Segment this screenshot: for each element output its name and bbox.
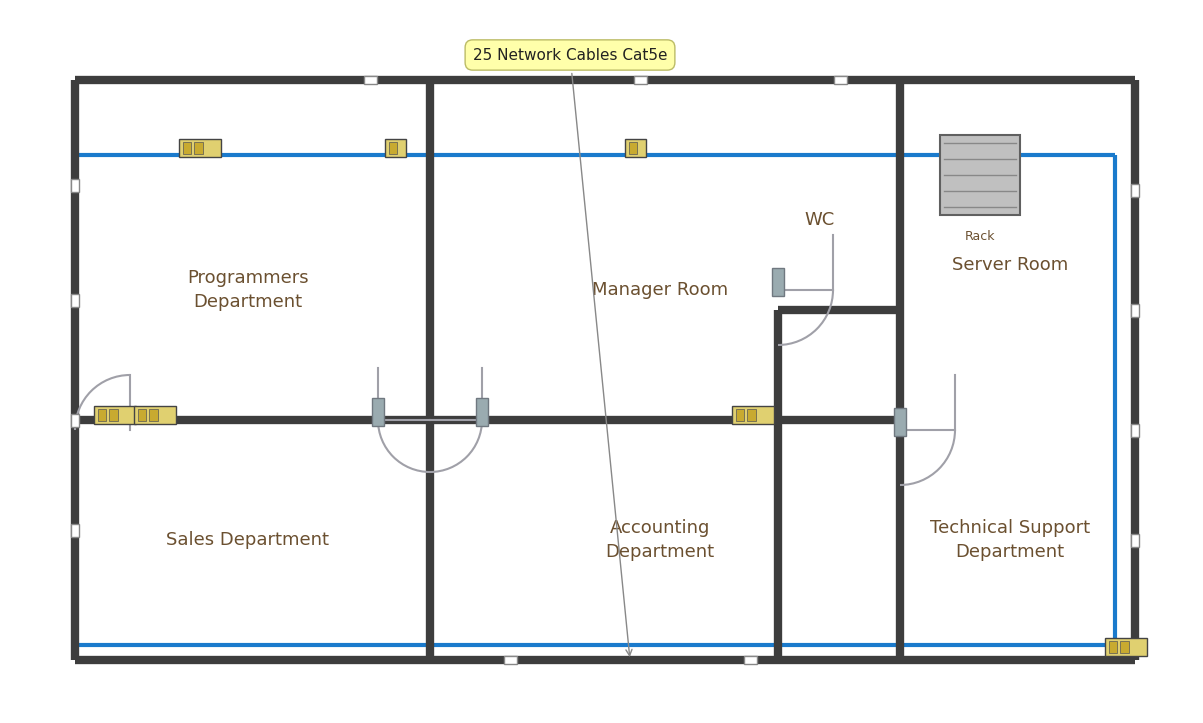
Bar — [94, 406, 136, 424]
Bar — [504, 656, 516, 664]
Bar — [71, 294, 79, 307]
Bar — [179, 139, 221, 157]
Text: Sales Department: Sales Department — [166, 531, 330, 549]
Bar — [1120, 641, 1128, 653]
Bar — [894, 408, 906, 436]
Bar — [1131, 184, 1139, 197]
Bar — [743, 656, 757, 664]
Bar — [109, 409, 118, 421]
Bar — [389, 142, 397, 154]
Bar — [134, 406, 176, 424]
Bar — [385, 139, 405, 157]
Bar — [628, 142, 636, 154]
Text: Manager Room: Manager Room — [592, 281, 728, 299]
Bar — [772, 268, 784, 296]
Bar — [624, 139, 646, 157]
Bar — [476, 398, 488, 426]
Text: Accounting
Department: Accounting Department — [605, 519, 715, 561]
Bar — [97, 409, 106, 421]
Text: Programmers
Department: Programmers Department — [188, 269, 309, 311]
Text: Server Room: Server Room — [952, 256, 1068, 274]
Text: Rack: Rack — [965, 230, 995, 243]
Bar — [1106, 638, 1146, 656]
Bar — [71, 523, 79, 536]
Bar — [747, 409, 755, 421]
Bar — [372, 398, 384, 426]
Bar — [940, 135, 1020, 215]
Text: WC: WC — [805, 211, 835, 229]
Bar — [1131, 304, 1139, 317]
Text: 25 Network Cables Cat5e: 25 Network Cables Cat5e — [473, 48, 668, 656]
Bar — [363, 76, 377, 84]
Bar — [1131, 424, 1139, 437]
Bar — [138, 409, 147, 421]
Bar — [1131, 534, 1139, 547]
Bar — [736, 409, 745, 421]
Bar — [71, 179, 79, 192]
Bar — [149, 409, 158, 421]
Bar — [1109, 641, 1118, 653]
Bar — [183, 142, 191, 154]
Bar — [731, 406, 774, 424]
Bar — [195, 142, 203, 154]
Bar — [834, 76, 847, 84]
Text: Technical Support
Department: Technical Support Department — [930, 519, 1090, 561]
Bar — [634, 76, 646, 84]
Bar — [71, 414, 79, 427]
